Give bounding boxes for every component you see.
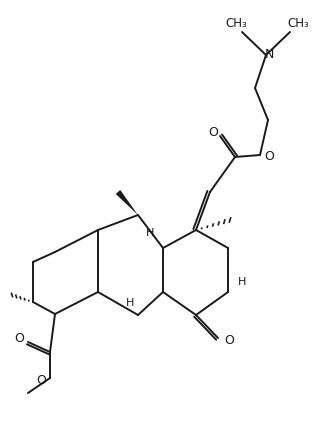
Text: O: O [264,149,274,163]
Text: O: O [208,125,218,139]
Text: O: O [36,374,46,387]
Text: O: O [14,333,24,345]
Text: H: H [238,277,246,287]
Text: H: H [146,228,154,238]
Polygon shape [116,190,138,215]
Text: H: H [126,298,134,308]
Text: O: O [224,335,234,348]
Text: CH₃: CH₃ [225,17,247,30]
Text: N: N [264,48,274,60]
Text: CH₃: CH₃ [287,17,309,30]
